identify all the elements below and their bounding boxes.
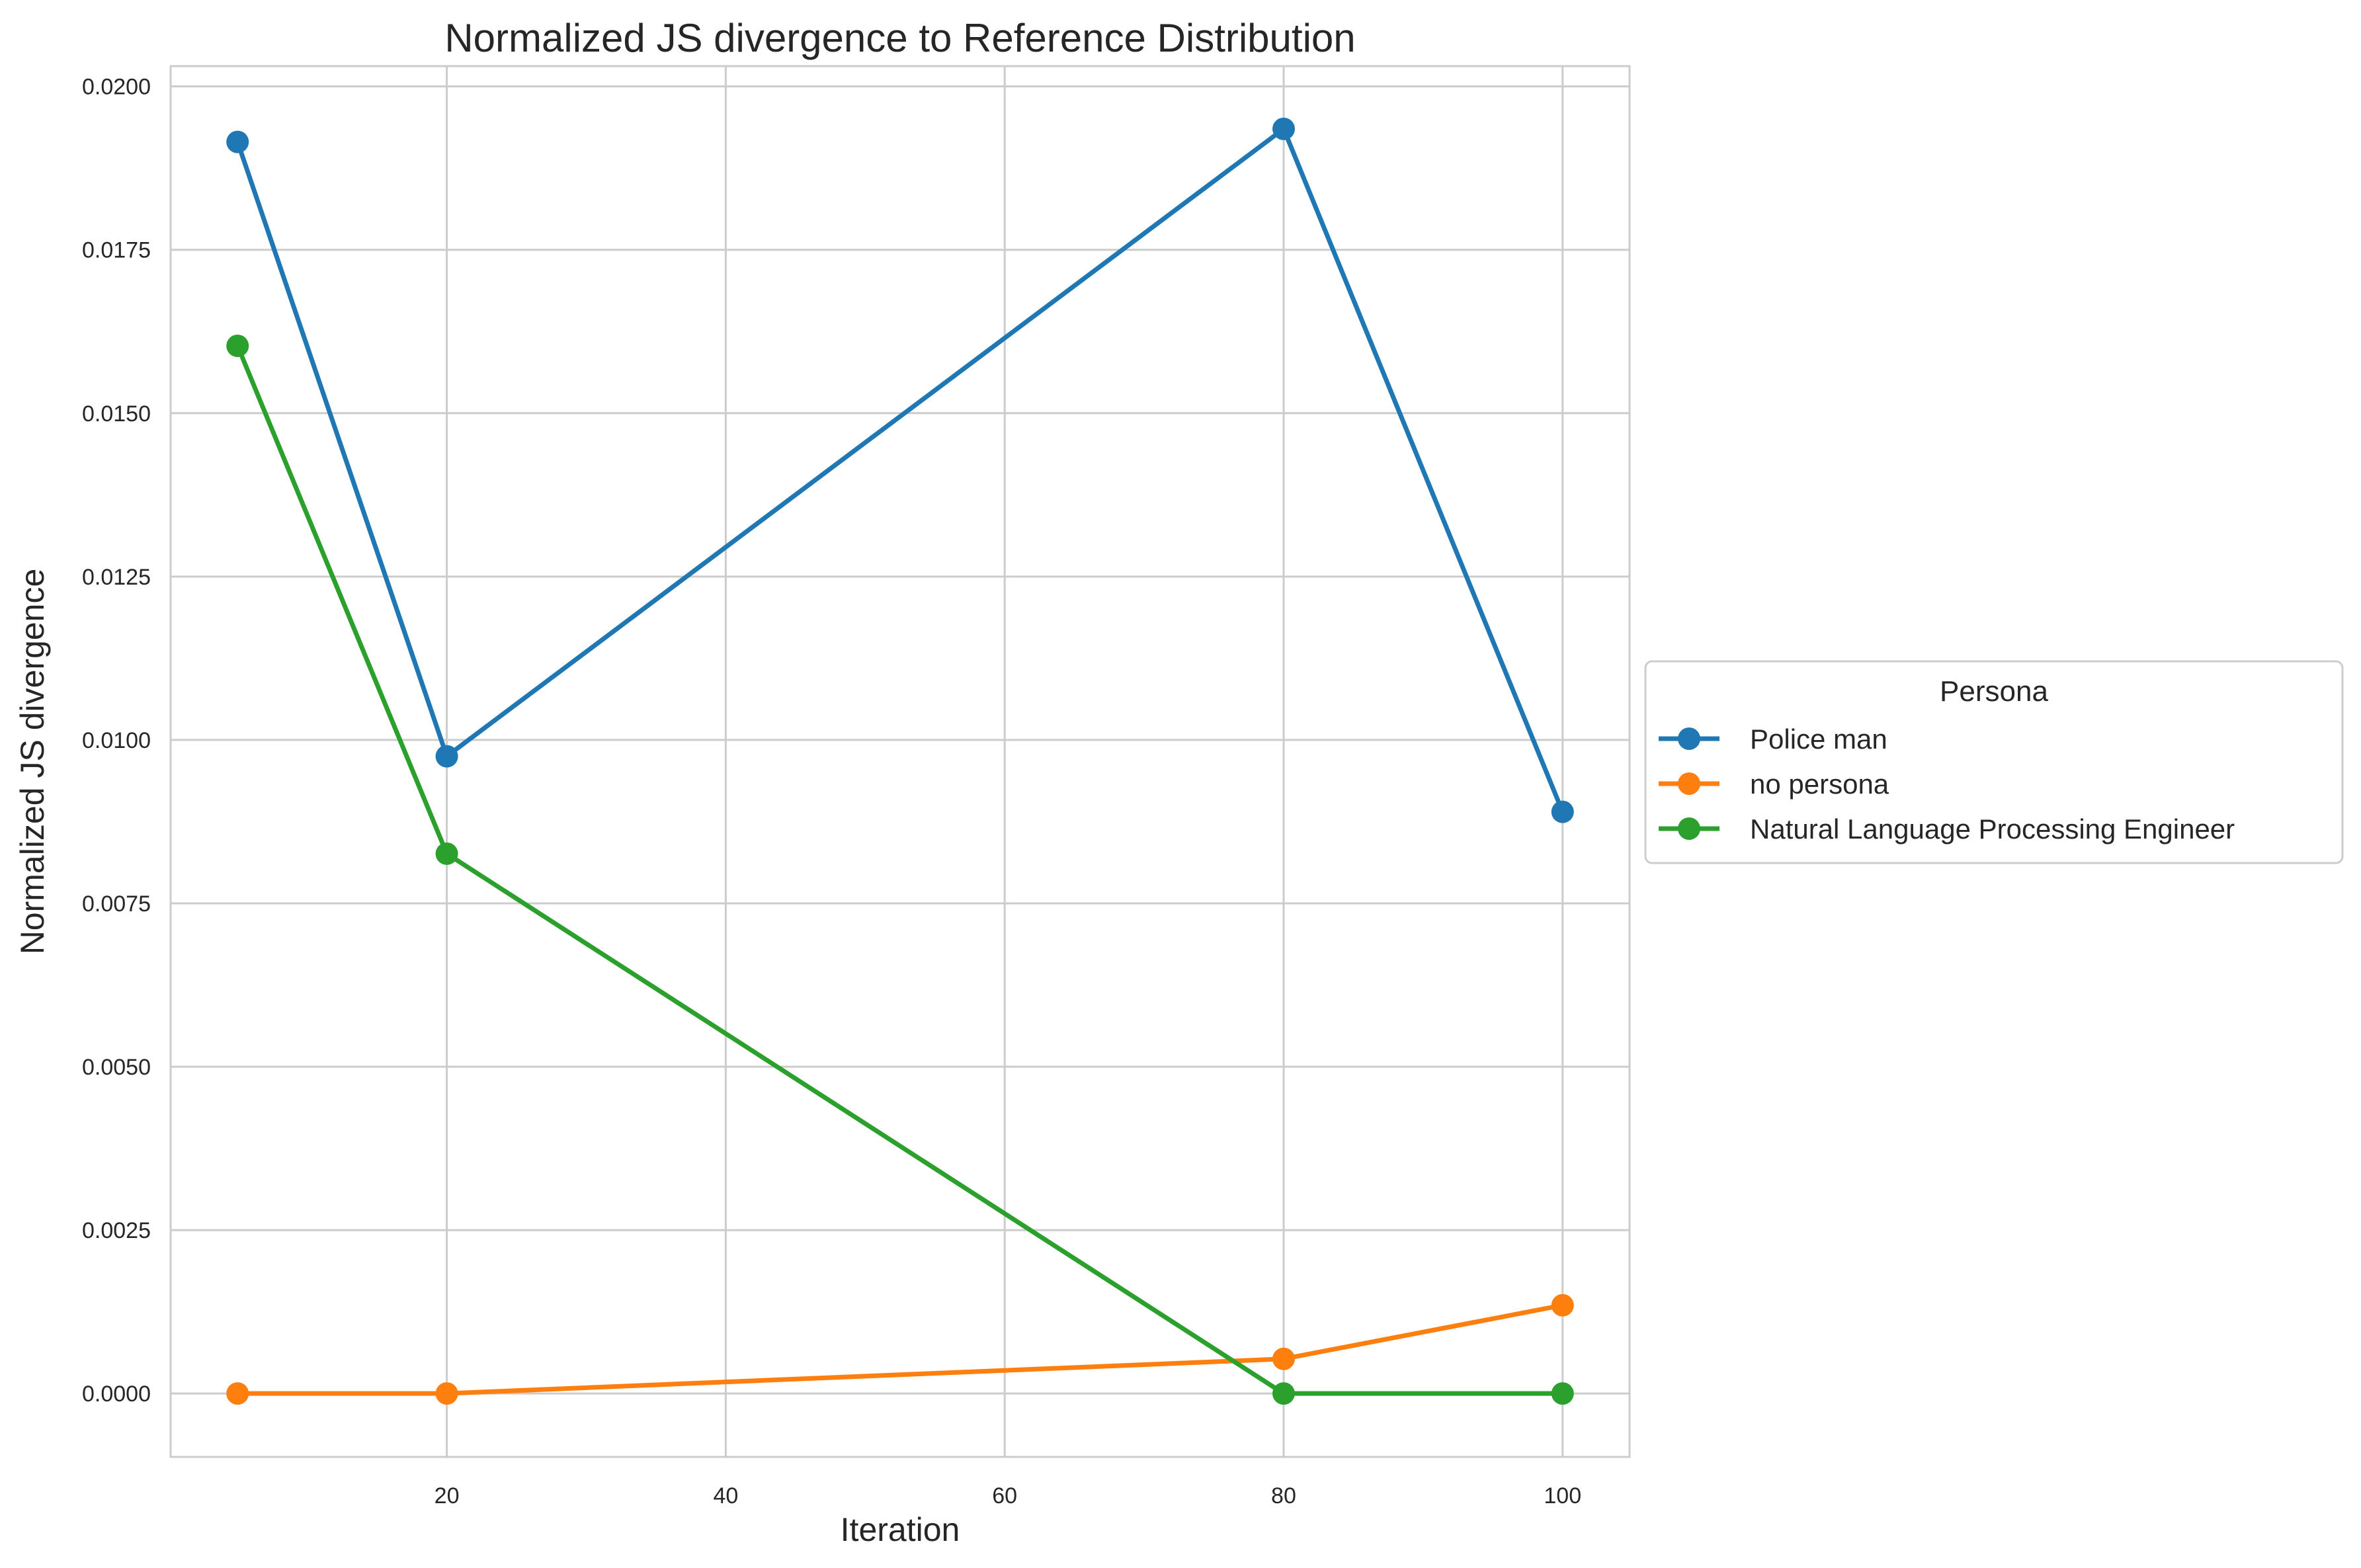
plot-frame xyxy=(169,65,1631,1458)
series-line xyxy=(235,126,1565,815)
y-tick-label: 0.0075 xyxy=(82,891,151,917)
legend-label: Police man xyxy=(1750,723,1887,755)
data-point xyxy=(226,1382,249,1405)
legend-marker xyxy=(1678,727,1700,750)
chart-title: Normalized JS divergence to Reference Di… xyxy=(444,16,1355,60)
legend-items: Police man no persona Natural Language Pro… xyxy=(1659,723,2235,845)
y-tick-label: 0.0200 xyxy=(82,75,151,100)
x-tick-label: 80 xyxy=(1271,1483,1296,1508)
legend-marker xyxy=(1678,817,1700,840)
y-tick-label: 0.0175 xyxy=(82,238,151,263)
data-point xyxy=(435,842,458,865)
y-tick-label: 0.0150 xyxy=(82,401,151,427)
series-3 xyxy=(226,334,1574,1405)
data-point xyxy=(1272,117,1295,140)
series-line xyxy=(235,343,1565,1396)
y-tick-label: 0.0100 xyxy=(82,728,151,753)
legend-item: Natural Language Processing Engineer xyxy=(1659,813,2235,845)
data-point xyxy=(226,334,249,357)
legend-label: no persona xyxy=(1750,768,1889,800)
legend: Persona Police man no persona Natural Lang… xyxy=(1644,660,2344,864)
y-tick-label: 0.0050 xyxy=(82,1055,151,1080)
x-tick-label: 60 xyxy=(992,1483,1017,1508)
series-1 xyxy=(226,117,1574,823)
series-2 xyxy=(226,1294,1574,1405)
legend-item: no persona xyxy=(1659,768,1889,800)
data-point xyxy=(1272,1382,1295,1405)
legend-label: Natural Language Processing Engineer xyxy=(1750,813,2235,845)
legend-title: Persona xyxy=(1940,675,2048,708)
y-axis-ticks: 0.0000 0.0025 0.0050 0.0075 0.0100 0.0125 0.01… xyxy=(82,75,151,1407)
grid xyxy=(171,66,1630,1457)
legend-marker xyxy=(1678,772,1700,795)
data-point xyxy=(1551,1382,1574,1405)
x-tick-label: 40 xyxy=(713,1483,738,1508)
series-layer xyxy=(226,117,1574,1405)
data-point xyxy=(226,130,249,153)
data-point xyxy=(1272,1347,1295,1370)
y-tick-label: 0.0025 xyxy=(82,1218,151,1243)
data-point xyxy=(1551,1294,1574,1317)
data-point xyxy=(435,1382,458,1405)
x-axis-label: Iteration xyxy=(841,1511,960,1548)
series-line xyxy=(235,1303,1565,1396)
x-tick-label: 100 xyxy=(1544,1483,1581,1508)
y-axis-label: Normalized JS divergence xyxy=(14,569,51,955)
legend-item: Police man xyxy=(1659,723,1887,755)
y-tick-label: 0.0000 xyxy=(82,1382,151,1407)
x-tick-label: 20 xyxy=(435,1483,460,1508)
x-axis-ticks: 20 40 60 80 100 xyxy=(435,1483,1581,1508)
y-tick-label: 0.0125 xyxy=(82,565,151,590)
legend-box xyxy=(1644,660,2344,864)
data-point xyxy=(1551,800,1574,823)
data-point xyxy=(435,745,458,768)
